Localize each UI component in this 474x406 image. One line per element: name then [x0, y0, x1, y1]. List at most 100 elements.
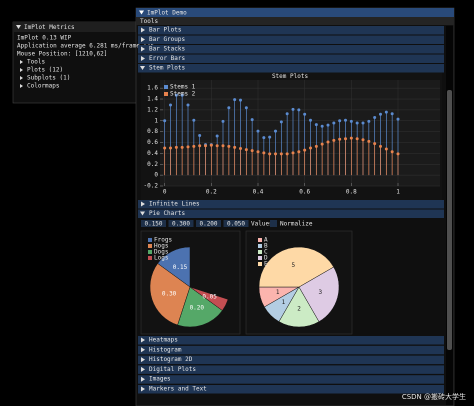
collapsing-header[interactable] [138, 54, 444, 64]
tree-arrow[interactable] [20, 60, 23, 64]
collapsing-header[interactable] [138, 365, 444, 374]
tree-node[interactable]: Colormaps [27, 83, 60, 90]
input-value[interactable]: 0.300 [172, 220, 190, 227]
stem-marker [163, 146, 167, 150]
header-arrow[interactable] [141, 37, 145, 42]
legend-label[interactable]: A [264, 237, 268, 244]
header-label[interactable]: Digital Plots [149, 366, 196, 373]
header-label[interactable]: Bar Stacks [149, 46, 186, 53]
collapsing-header[interactable] [138, 336, 444, 345]
input-field[interactable] [196, 220, 221, 227]
header-arrow[interactable] [141, 347, 145, 353]
tree-arrow[interactable] [20, 76, 23, 80]
tree-arrow[interactable] [20, 84, 23, 88]
slice-label: 1 [282, 299, 286, 306]
legend-swatch[interactable] [164, 92, 168, 96]
legend-swatch[interactable] [258, 256, 262, 260]
collapsing-header[interactable] [138, 209, 444, 219]
header-arrow[interactable] [141, 386, 145, 392]
legend-label[interactable]: Hogs [154, 243, 169, 250]
header-label[interactable]: Bar Groups [149, 36, 186, 43]
header-label[interactable]: Histogram 2D [149, 356, 193, 363]
header-arrow[interactable] [141, 46, 145, 52]
input-field[interactable] [141, 220, 166, 227]
header-label[interactable]: Infinite Lines [149, 201, 200, 208]
header-arrow[interactable] [141, 366, 145, 372]
header-arrow[interactable] [141, 56, 145, 61]
header-label[interactable]: Histogram [149, 346, 182, 353]
header-arrow[interactable] [141, 357, 145, 363]
header-arrow[interactable] [140, 211, 145, 216]
input-field[interactable] [223, 220, 249, 227]
legend-label[interactable]: Logs [154, 255, 169, 262]
header-label[interactable]: Heatmaps [149, 337, 178, 344]
demo-titlebar[interactable] [136, 8, 454, 17]
scrollbar-thumb[interactable] [447, 90, 452, 350]
header-arrow[interactable] [141, 201, 145, 207]
slice-label: 0.30 [162, 290, 177, 297]
collapsing-header[interactable] [138, 345, 444, 355]
legend-swatch[interactable] [258, 244, 262, 248]
legend-swatch[interactable] [258, 250, 262, 254]
collapsing-header[interactable] [138, 45, 444, 54]
legend-label[interactable]: B [264, 243, 268, 250]
input-label: Values [251, 220, 273, 227]
legend-label[interactable]: C [264, 249, 268, 256]
tree-node[interactable]: Tools [27, 59, 45, 66]
header-arrow[interactable] [140, 66, 145, 70]
collapsing-header[interactable] [138, 35, 444, 45]
stem-marker [186, 103, 190, 107]
watermark: CSDN @搬砖大学生 [402, 392, 466, 401]
collapsing-header[interactable] [138, 64, 444, 73]
stem-marker [314, 123, 318, 127]
legend-label[interactable]: E [264, 261, 268, 268]
header-label[interactable]: Images [149, 376, 171, 383]
header-label[interactable]: Markers and Text [149, 386, 207, 393]
collapse-arrow[interactable] [139, 10, 144, 15]
header-label[interactable]: Stem Plots [149, 65, 186, 72]
header-arrow[interactable] [141, 337, 145, 343]
legend-swatch[interactable] [148, 250, 152, 254]
legend-swatch[interactable] [148, 244, 152, 248]
input-value[interactable]: 0.200 [199, 220, 217, 227]
collapsing-header[interactable] [138, 375, 444, 384]
legend-swatch[interactable] [258, 262, 262, 266]
stem-marker [291, 151, 295, 155]
legend-swatch[interactable] [148, 256, 152, 260]
collapsing-header[interactable] [138, 355, 444, 365]
menu-item[interactable]: Tools [140, 18, 158, 25]
legend-label[interactable]: Stems 1 [170, 84, 196, 91]
input-value[interactable]: 0.150 [144, 220, 162, 227]
legend-label[interactable]: Stems 2 [170, 91, 196, 98]
collapsing-header[interactable] [138, 385, 444, 394]
input-value[interactable]: 0.050 [227, 220, 245, 227]
tree-arrow[interactable] [20, 68, 23, 72]
header-label[interactable]: Error Bars [149, 55, 186, 62]
metrics-titlebar[interactable] [13, 22, 138, 32]
tree-node[interactable]: Subplots (1) [27, 75, 70, 82]
collapse-arrow[interactable] [16, 25, 21, 29]
legend-label[interactable]: D [264, 255, 268, 262]
input-field[interactable] [168, 220, 194, 227]
header-arrow[interactable] [141, 376, 145, 382]
stem-marker [180, 145, 184, 149]
header-label[interactable]: Bar Plots [149, 27, 182, 34]
stem-marker [373, 142, 377, 146]
legend-label[interactable]: Frogs [154, 237, 172, 244]
legend-swatch[interactable] [258, 238, 262, 242]
stem-marker [285, 112, 289, 116]
stem-marker [221, 144, 225, 148]
collapsing-header[interactable] [138, 200, 444, 209]
checkbox-label[interactable]: Normalize [280, 220, 313, 227]
legend-label[interactable]: Dogs [154, 249, 169, 256]
stem-marker [174, 145, 178, 149]
collapsing-header[interactable] [138, 26, 444, 35]
stem-marker [297, 150, 301, 154]
tree-node[interactable]: Plots (12) [27, 67, 63, 74]
header-arrow[interactable] [141, 27, 145, 33]
legend-swatch[interactable] [164, 85, 168, 89]
header-label[interactable]: Pie Charts [149, 210, 186, 217]
legend-swatch[interactable] [148, 238, 152, 242]
checkbox[interactable] [270, 220, 277, 227]
